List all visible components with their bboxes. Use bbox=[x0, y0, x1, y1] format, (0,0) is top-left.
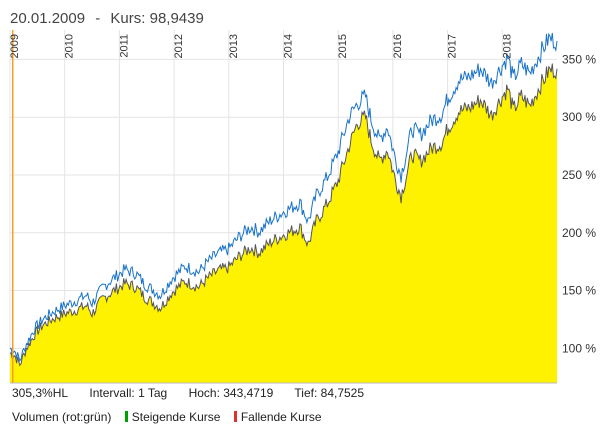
line-series-blue bbox=[9, 32, 558, 362]
x-tick-label: 2015 bbox=[337, 34, 349, 58]
stat-performance: 305,3%HL bbox=[12, 386, 69, 400]
legend-falling: Fallende Kurse bbox=[240, 410, 322, 424]
x-tick-label: 2010 bbox=[64, 34, 76, 58]
stat-low: Tief: 84,7525 bbox=[294, 386, 365, 400]
y-tick-label: 150 % bbox=[562, 284, 596, 298]
y-tick-label: 100 % bbox=[562, 341, 596, 355]
stats-bar: 305,3%HL Intervall: 1 Tag Hoch: 343,4719… bbox=[12, 386, 382, 400]
legend-falling-swatch bbox=[233, 411, 237, 422]
area-series-fill bbox=[10, 63, 557, 383]
y-axis-labels: 100 % 150 % 200 % 250 % 300 % 350 % bbox=[562, 52, 596, 355]
x-tick-label: 2009 bbox=[9, 34, 21, 58]
y-tick-label: 250 % bbox=[562, 168, 596, 182]
header-kurs-label: Kurs: bbox=[110, 10, 146, 27]
legend-rising: Steigende Kurse bbox=[131, 410, 221, 424]
legend-volume: Volumen (rot:grün) bbox=[12, 410, 112, 424]
y-tick-label: 350 % bbox=[562, 52, 596, 66]
x-tick-label: 2016 bbox=[392, 34, 404, 58]
x-tick-label: 2018 bbox=[501, 34, 513, 58]
volume-legend: Volumen (rot:grün) Steigende Kurse Falle… bbox=[12, 410, 322, 424]
header-separator: - bbox=[95, 10, 101, 27]
header-date: 20.01.2009 bbox=[10, 10, 86, 27]
x-tick-label: 2013 bbox=[228, 34, 240, 58]
header-kurs-value: 98,9439 bbox=[149, 10, 204, 27]
legend-rising-swatch bbox=[124, 411, 128, 422]
y-tick-label: 200 % bbox=[562, 226, 596, 240]
x-tick-label: 2012 bbox=[173, 34, 185, 58]
x-tick-label: 2014 bbox=[283, 34, 295, 58]
stat-high: Hoch: 343,4719 bbox=[188, 386, 274, 400]
chart-header: 20.01.2009 - Kurs: 98,9439 bbox=[10, 10, 204, 27]
y-tick-label: 300 % bbox=[562, 110, 596, 124]
stat-interval: Intervall: 1 Tag bbox=[89, 386, 168, 400]
x-tick-label: 2011 bbox=[118, 34, 130, 58]
x-axis-labels: 2009 2010 2011 2012 2013 2014 2015 2016 2017 2018 bbox=[9, 34, 513, 58]
area-series-line bbox=[9, 63, 558, 367]
x-tick-label: 2017 bbox=[447, 34, 459, 58]
